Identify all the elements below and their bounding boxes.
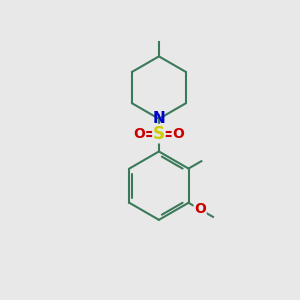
Text: N: N	[152, 111, 165, 126]
Text: S: S	[153, 125, 165, 143]
Text: O: O	[134, 127, 146, 141]
Text: O: O	[194, 202, 206, 216]
Text: O: O	[172, 127, 184, 141]
